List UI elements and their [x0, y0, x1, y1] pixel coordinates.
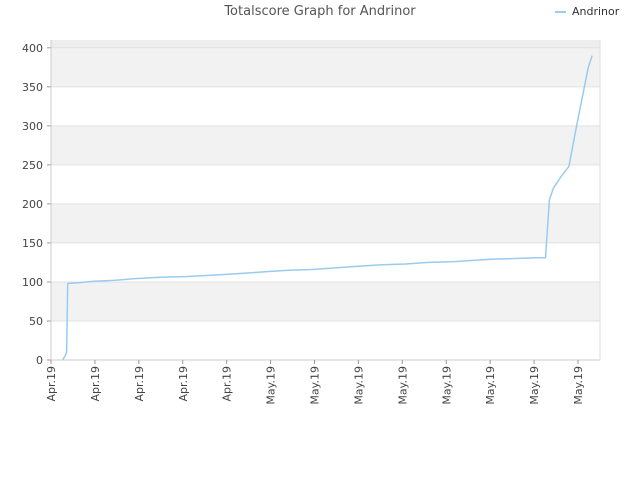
x-tick-label: May.19 — [484, 366, 497, 405]
x-tick-label: May.19 — [309, 366, 322, 405]
y-tick-label: 400 — [22, 42, 43, 55]
x-tick-label: Apr.19 — [133, 366, 146, 402]
x-tick-label: May.19 — [528, 366, 541, 405]
grid-band — [51, 40, 600, 48]
chart-title: Totalscore Graph for Andrinor — [224, 4, 416, 19]
x-tick-label: May.19 — [440, 366, 453, 405]
x-tick-label: Apr.19 — [45, 366, 58, 402]
y-tick-label: 0 — [36, 354, 43, 367]
y-tick-label: 50 — [29, 315, 43, 328]
x-tick-label: Apr.19 — [221, 366, 234, 402]
y-tick-label: 250 — [22, 159, 43, 172]
x-tick-label: May.19 — [265, 366, 278, 405]
y-tick-label: 200 — [22, 198, 43, 211]
legend: Andrinor — [555, 5, 619, 18]
x-tick-label: May.19 — [572, 366, 585, 405]
grid-band — [51, 47, 600, 87]
series-line — [62, 55, 593, 361]
grid-band — [51, 203, 600, 243]
legend-label: Andrinor — [572, 5, 620, 18]
x-tick-label: Apr.19 — [177, 366, 190, 402]
y-tick-label: 350 — [22, 81, 43, 94]
x-tick-label: May.19 — [396, 366, 409, 405]
x-tick-label: May.19 — [352, 366, 365, 405]
legend-swatch — [555, 11, 566, 13]
y-tick-label: 300 — [22, 120, 43, 133]
y-tick-label: 150 — [22, 237, 43, 250]
y-tick-label: 100 — [22, 276, 43, 289]
grid-band — [51, 125, 600, 165]
grid-band — [51, 281, 600, 321]
x-tick-label: Apr.19 — [89, 366, 102, 402]
